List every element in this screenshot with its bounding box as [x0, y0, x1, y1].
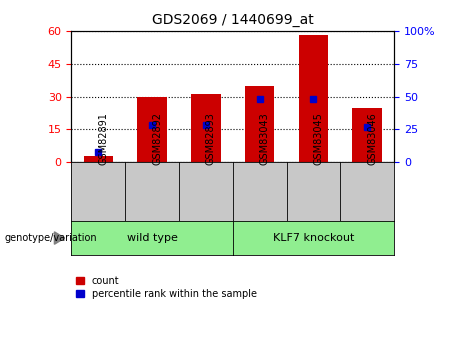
Bar [299, 36, 328, 162]
Title: GDS2069 / 1440699_at: GDS2069 / 1440699_at [152, 13, 313, 27]
Text: genotype/variation: genotype/variation [5, 233, 97, 243]
Bar [137, 97, 167, 162]
Text: GSM83045: GSM83045 [313, 112, 324, 165]
Bar [353, 108, 382, 162]
Text: GSM82891: GSM82891 [98, 112, 108, 165]
Legend: count, percentile rank within the sample: count, percentile rank within the sample [77, 276, 257, 299]
Text: GSM82892: GSM82892 [152, 112, 162, 165]
Text: GSM82893: GSM82893 [206, 112, 216, 165]
Text: wild type: wild type [127, 233, 177, 243]
Text: GSM83043: GSM83043 [260, 112, 270, 165]
Text: KLF7 knockout: KLF7 knockout [273, 233, 354, 243]
Text: GSM83046: GSM83046 [367, 112, 377, 165]
Bar [191, 95, 221, 162]
Bar [83, 156, 113, 162]
Bar [245, 86, 274, 162]
